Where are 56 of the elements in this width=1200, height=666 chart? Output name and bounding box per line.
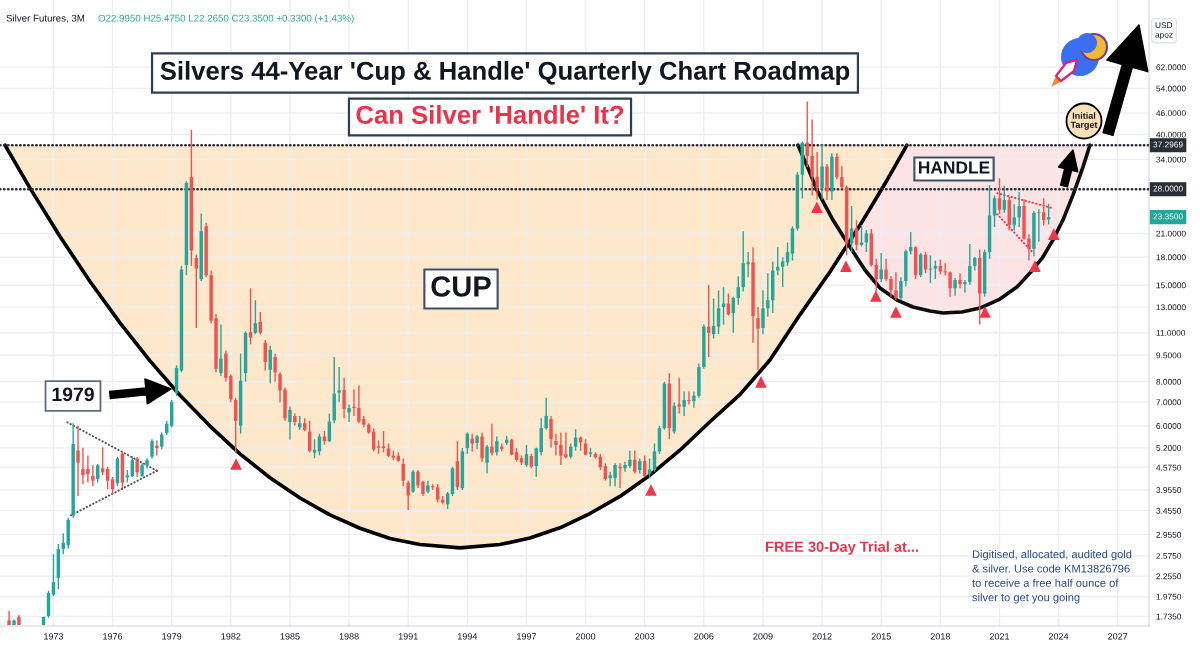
annotation: Digitised, allocated, audited gold & silver. Use code KM13826796 to receive a free half ounce of silver to get you going bbox=[972, 550, 1132, 604]
x-tick-label: 2000 bbox=[575, 633, 596, 640]
y-tick-label: 7.0000 bbox=[1156, 399, 1182, 406]
text: Can Silver 'Handle' It? bbox=[356, 105, 624, 124]
x-tick-label: 2027 bbox=[1108, 633, 1128, 640]
x-tick-label: 1982 bbox=[221, 633, 241, 640]
y-axis-title: USD apoz bbox=[1155, 22, 1173, 40]
y-tick-label: 3.9550 bbox=[1156, 487, 1182, 493]
y-tick-label: 21.0000 bbox=[1156, 230, 1186, 237]
y-tick-label: 1.7350 bbox=[1156, 613, 1182, 620]
y-tick-label: 6.0000 bbox=[1156, 423, 1182, 429]
x-tick-label: 2018 bbox=[930, 633, 950, 640]
y-tick-label: 2.9550 bbox=[1156, 531, 1182, 538]
x-tick-label: 1991 bbox=[398, 633, 418, 640]
text: 23.3500 bbox=[1153, 213, 1183, 220]
x-tick-label: 1976 bbox=[103, 633, 123, 640]
x-tick-label: 2003 bbox=[635, 633, 655, 640]
y-tick-label: 4.5750 bbox=[1156, 464, 1182, 471]
y-tick-label: 8.0000 bbox=[1156, 378, 1182, 385]
y-tick-label: 1.9750 bbox=[1156, 593, 1182, 600]
annotation: Silver Futures, 3M bbox=[6, 14, 85, 23]
ref-line-label: 28.0000 bbox=[1153, 185, 1183, 192]
y-tick-label: 40.0000 bbox=[1156, 131, 1186, 138]
x-tick-label: 2006 bbox=[694, 633, 714, 640]
x-tick-label: 2024 bbox=[1048, 633, 1069, 640]
x-tick-label: 2012 bbox=[812, 633, 832, 640]
x-tick-label: 1997 bbox=[517, 633, 537, 640]
annotation: 1979 bbox=[52, 387, 94, 402]
y-tick-label: 5.2000 bbox=[1156, 445, 1182, 451]
x-tick-label: 1985 bbox=[280, 633, 300, 640]
x-tick-label: 1979 bbox=[162, 633, 182, 640]
y-tick-label: 34.0000 bbox=[1156, 156, 1186, 163]
y-tick-label: 13.0000 bbox=[1156, 304, 1186, 311]
x-tick-label: 2015 bbox=[871, 633, 891, 640]
y-tick-label: 2.5750 bbox=[1156, 552, 1182, 559]
ref-line-label: 37.2969 bbox=[1153, 141, 1183, 148]
annotation: CUP bbox=[431, 276, 491, 297]
y-tick-label: 2.2550 bbox=[1156, 573, 1182, 580]
x-tick-label: 2009 bbox=[753, 633, 773, 640]
y-tick-label: 11.0000 bbox=[1156, 329, 1186, 336]
annotation: O22.9950 H25.4750 L22.2650 C23.3500 +0.3300 (+1.43%) bbox=[98, 14, 354, 24]
y-tick-label: 46.0000 bbox=[1156, 110, 1186, 117]
x-tick-label: 1973 bbox=[44, 633, 64, 640]
text: Silvers 44-Year 'Cup & Handle' Quarterly Chart Roadmap bbox=[160, 61, 850, 85]
y-tick-label: 15.0000 bbox=[1156, 282, 1186, 289]
annotation: Initial Target bbox=[1070, 112, 1098, 130]
x-tick-label: 1994 bbox=[457, 633, 478, 640]
y-tick-label: 18.0000 bbox=[1156, 254, 1186, 261]
annotation: HANDLE bbox=[918, 161, 990, 174]
x-tick-label: 1988 bbox=[339, 633, 359, 640]
x-tick-label: 2021 bbox=[989, 633, 1010, 640]
y-tick-label: 3.4550 bbox=[1156, 507, 1182, 514]
y-tick-label: 54.0000 bbox=[1156, 85, 1186, 92]
y-tick-label: 9.5000 bbox=[1156, 352, 1182, 359]
annotation: FREE 30-Day Trial at... bbox=[765, 541, 918, 555]
y-tick-label: 62.0000 bbox=[1156, 64, 1186, 71]
